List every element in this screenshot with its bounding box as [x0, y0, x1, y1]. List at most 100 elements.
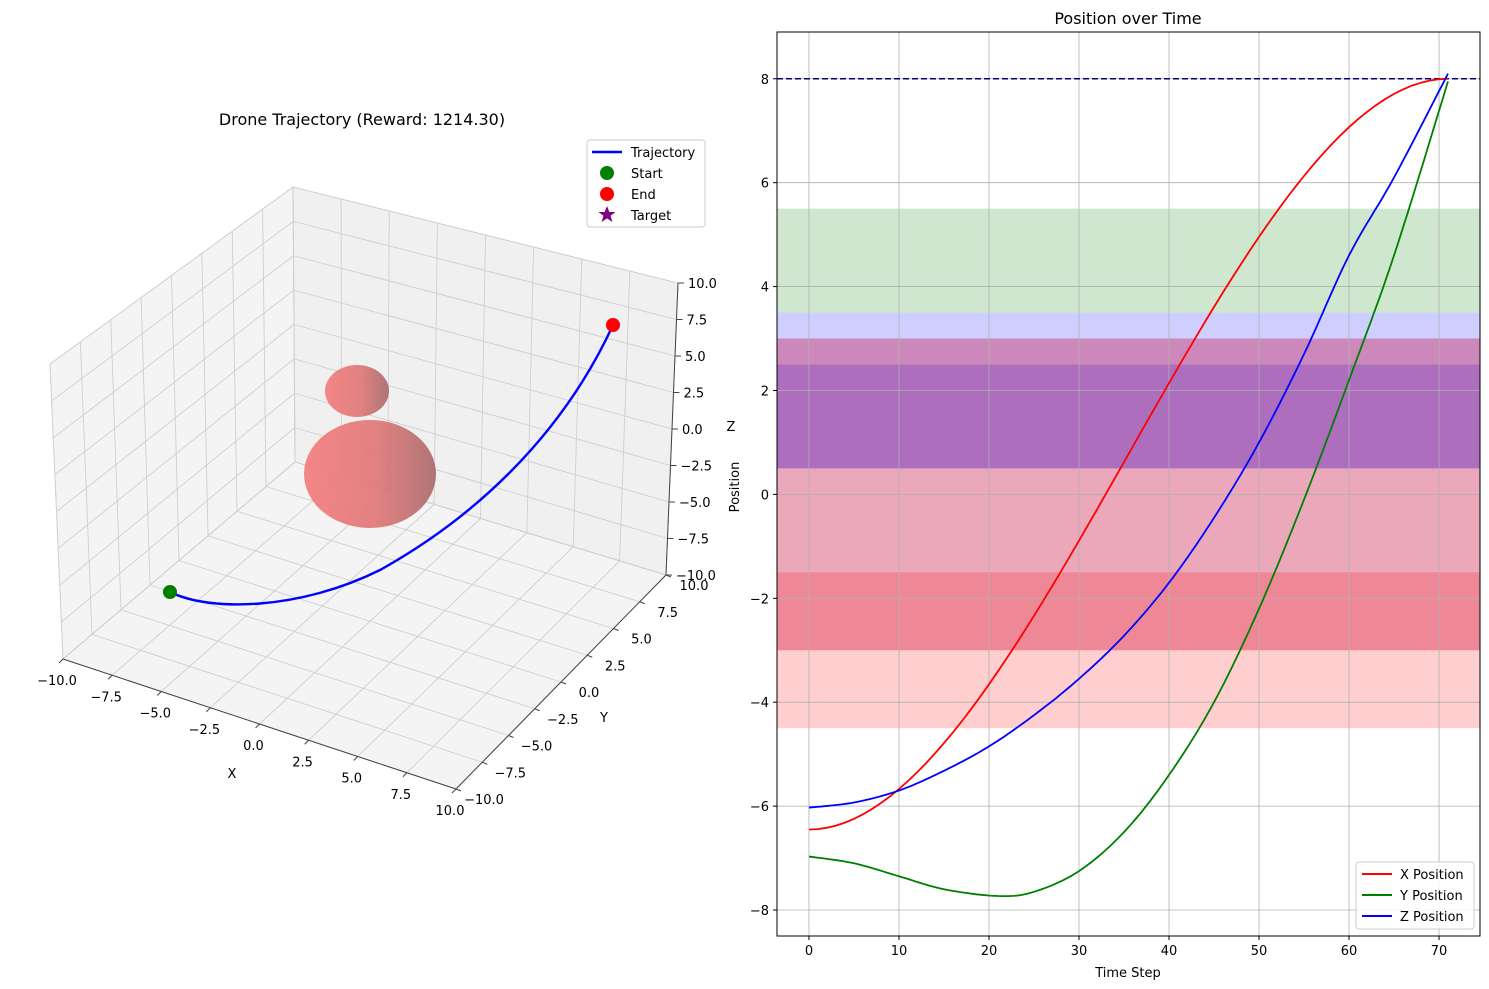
x-tick-label: 50 — [1251, 944, 1268, 959]
legend-y-label: Y Position — [1399, 889, 1463, 904]
safety-band — [777, 572, 1480, 651]
y-tick-label: 8 — [761, 73, 769, 88]
wall-grid-line — [293, 255, 676, 357]
series-lines — [808, 73, 1449, 897]
grid-3d — [49, 186, 679, 790]
z-axis-label-3d: Z — [727, 420, 736, 435]
legend-2d-frame — [1355, 861, 1475, 930]
y-tick-3d — [508, 735, 514, 738]
z-tick-label-3d: −5.0 — [679, 496, 711, 511]
chart2d-title: Position over Time — [1054, 9, 1201, 28]
legend-z-label: Z Position — [1400, 910, 1464, 925]
y-axis-label-3d: Y — [599, 711, 608, 726]
x-tick-label-3d: −7.5 — [90, 690, 122, 705]
legend-start-label: Start — [631, 167, 663, 182]
x-tick-3d — [58, 658, 64, 664]
wall-grid-line — [231, 231, 238, 512]
x-tick-label-3d: −10.0 — [37, 674, 77, 689]
trajectory-line — [169, 324, 615, 606]
x-tick-label-3d: 5.0 — [341, 772, 362, 787]
wall-grid-line — [201, 253, 209, 536]
wall-grid-line — [52, 255, 294, 439]
y-tick-3d — [560, 681, 567, 685]
x-axis-label-2d: Time Step — [1094, 966, 1161, 981]
x-tick-3d — [156, 691, 162, 696]
y-tick-3d — [455, 788, 462, 792]
x-tick-3d — [206, 707, 211, 713]
x-tick-3d — [353, 756, 359, 761]
x-tick-label-3d: 2.5 — [292, 755, 313, 770]
safety-band — [777, 364, 1480, 469]
z-tick-label-3d: 7.5 — [687, 314, 708, 329]
wall-grid-line — [293, 289, 674, 393]
x-tick-label-3d: 10.0 — [436, 804, 465, 819]
z-tick-label-3d: −7.5 — [678, 533, 710, 548]
wall-grid-line — [572, 258, 583, 547]
trajectory-3d-chart: −10.0−7.5−5.0−2.50.02.55.07.510.0−10.0−7… — [37, 110, 735, 819]
floor-grid-line — [178, 560, 562, 683]
wall-grid-line — [526, 246, 535, 533]
y-tick-label-3d: −7.5 — [494, 766, 526, 781]
wall-grid-line — [54, 289, 295, 475]
legend-trajectory-label: Trajectory — [630, 146, 695, 161]
safety-band — [777, 338, 1480, 729]
start-marker — [163, 585, 177, 599]
floor-grid-line — [236, 510, 614, 629]
y-tick-label: −8 — [750, 904, 769, 919]
chart3d-title: Drone Trajectory (Reward: 1214.30) — [219, 110, 505, 129]
x-tick-label: 20 — [981, 944, 998, 959]
z-tick-label-3d: −2.5 — [681, 460, 713, 475]
axis-ticks-3d: −10.0−7.5−5.0−2.50.02.55.07.510.0−10.0−7… — [37, 277, 717, 819]
x-tick-label: 0 — [805, 944, 813, 959]
z-tick-label-3d: 5.0 — [685, 350, 706, 365]
obstacle-sphere-small — [325, 365, 389, 417]
x-tick-3d — [451, 788, 457, 794]
x-tick-label: 70 — [1431, 944, 1448, 959]
wall-grid-line — [619, 270, 631, 561]
wall-grid-line — [292, 186, 296, 463]
x-tick-label: 40 — [1161, 944, 1178, 959]
y-tick-label-3d: 10.0 — [680, 579, 709, 594]
y-tick-label: −6 — [750, 800, 769, 815]
wall-grid-line — [56, 324, 295, 512]
y-tick-label-3d: −10.0 — [464, 793, 504, 808]
y-position-line — [808, 81, 1449, 897]
x-tick-3d — [304, 739, 309, 745]
y-tick-label: 6 — [761, 177, 769, 192]
obstacle-sphere-large — [304, 420, 436, 528]
y-tick-label-3d: 7.5 — [657, 606, 678, 621]
floor-grid-line — [308, 532, 528, 741]
z-tick-label-3d: 10.0 — [688, 277, 717, 292]
y-tick-3d — [613, 628, 619, 631]
x-tick-3d — [255, 723, 260, 729]
y-tick-3d — [639, 601, 645, 605]
legend-target-label: Target — [630, 209, 671, 224]
z-tick-label-3d: 0.0 — [682, 423, 703, 438]
floor-grid-line — [406, 560, 620, 774]
x-tick-label: 60 — [1341, 944, 1358, 959]
safety-band — [777, 208, 1480, 313]
y-tick-label-3d: 5.0 — [631, 633, 652, 648]
y-tick-label: 2 — [761, 384, 769, 399]
wall-grid-line — [262, 209, 267, 487]
wall-grid-line — [293, 220, 677, 320]
legend-2d: X Position Y Position Z Position — [1355, 861, 1475, 930]
y-tick-label-3d: −2.5 — [547, 713, 579, 728]
wall-grid-line — [51, 221, 294, 402]
y-tick-label: −2 — [750, 592, 769, 607]
x-tick-label-3d: 7.5 — [391, 788, 412, 803]
y-tick-3d — [482, 761, 488, 765]
x-tick-label-3d: −5.0 — [139, 707, 171, 722]
y-tick-label: −4 — [750, 696, 769, 711]
y-axis-label-2d: Position — [728, 462, 743, 513]
floor-grid-line — [357, 546, 574, 757]
x-position-line — [808, 77, 1449, 831]
legend-3d: Trajectory Start End Target — [586, 139, 706, 228]
legend-3d-frame — [586, 139, 706, 228]
z-tick-label-3d: 2.5 — [684, 387, 705, 402]
x-tick-3d — [107, 674, 113, 680]
y-tick-label-3d: −5.0 — [521, 740, 553, 755]
y-tick-label-3d: 2.5 — [605, 659, 626, 674]
z-tick-label-3d: −10.0 — [676, 569, 716, 584]
